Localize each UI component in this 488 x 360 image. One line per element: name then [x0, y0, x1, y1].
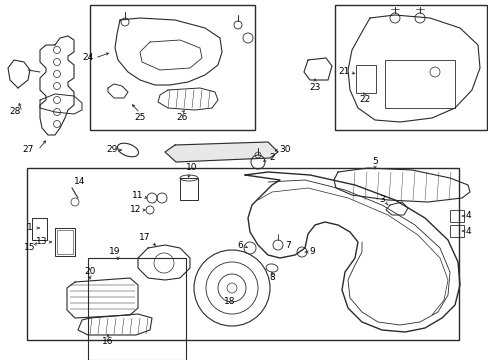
Text: 10: 10: [186, 163, 197, 172]
Text: 24: 24: [82, 54, 93, 63]
Text: 30: 30: [279, 145, 290, 154]
Text: 22: 22: [359, 95, 370, 104]
Text: 3: 3: [378, 195, 384, 204]
Text: 4: 4: [464, 226, 470, 235]
Text: 7: 7: [285, 240, 290, 249]
Text: 28: 28: [9, 108, 20, 117]
Text: 23: 23: [309, 84, 320, 93]
Bar: [27, 168, 458, 340]
Text: 19: 19: [109, 248, 121, 256]
Text: 25: 25: [134, 113, 145, 122]
Text: 8: 8: [268, 274, 274, 283]
Text: 14: 14: [74, 177, 85, 186]
Bar: [180, 178, 198, 200]
Bar: [334, 5, 486, 130]
Bar: [55, 228, 75, 256]
Text: 12: 12: [130, 206, 142, 215]
Text: 13: 13: [36, 238, 48, 247]
Bar: [384, 60, 454, 108]
Bar: [355, 65, 375, 93]
Text: 5: 5: [371, 158, 377, 166]
Bar: [57, 230, 73, 254]
Bar: [449, 210, 463, 222]
Text: 15: 15: [24, 243, 36, 252]
Text: 18: 18: [224, 297, 235, 306]
Text: 29: 29: [106, 145, 118, 154]
Polygon shape: [164, 142, 278, 162]
Bar: [90, 5, 254, 130]
Text: 11: 11: [132, 192, 143, 201]
Text: 2: 2: [268, 153, 274, 162]
Text: 26: 26: [176, 113, 187, 122]
Bar: [88, 258, 185, 360]
Text: 6: 6: [237, 240, 243, 249]
Text: 4: 4: [464, 211, 470, 220]
Text: 20: 20: [84, 267, 96, 276]
Text: 27: 27: [22, 145, 34, 154]
Text: 17: 17: [139, 234, 150, 243]
Text: 9: 9: [308, 248, 314, 256]
Bar: [449, 225, 463, 237]
Text: 16: 16: [102, 338, 114, 346]
Text: 21: 21: [338, 68, 349, 77]
Text: 1: 1: [27, 224, 33, 233]
Bar: [32, 218, 47, 240]
